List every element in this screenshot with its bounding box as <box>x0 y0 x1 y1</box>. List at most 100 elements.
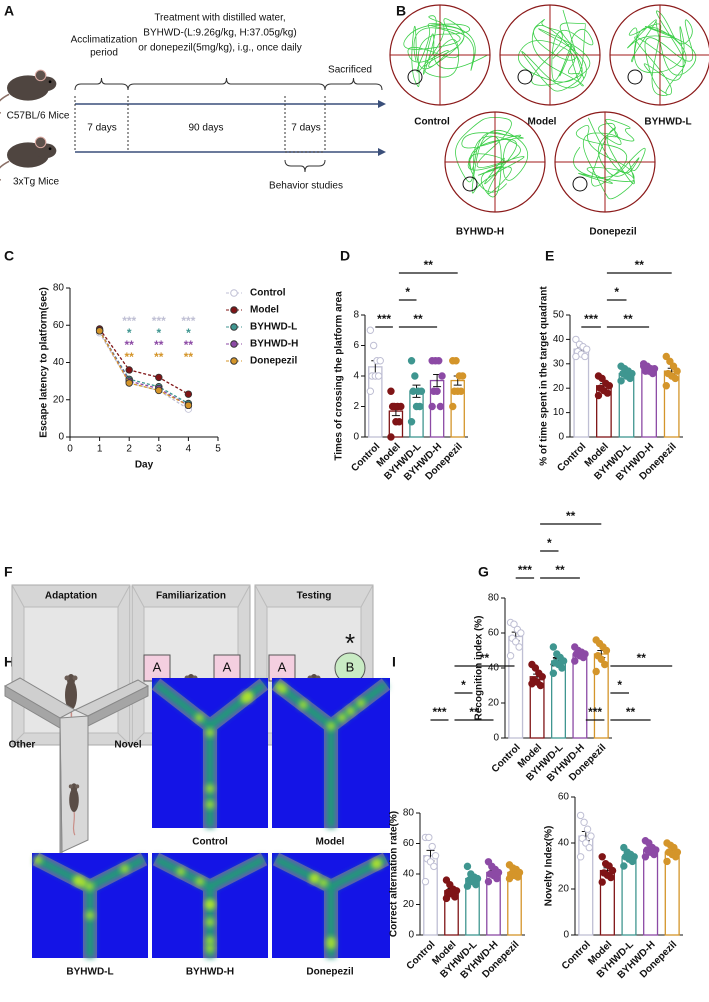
bar <box>508 635 524 739</box>
data-point <box>458 372 467 380</box>
data-point <box>666 357 674 366</box>
data-point <box>517 629 525 637</box>
data-point <box>505 874 514 883</box>
data-point <box>436 402 445 411</box>
series-line <box>99 330 189 406</box>
significance: * <box>547 536 552 550</box>
data-point <box>376 357 384 365</box>
group-label: Control <box>192 837 228 848</box>
data-point <box>602 646 611 655</box>
data-point <box>125 379 133 387</box>
brace <box>127 77 326 91</box>
y-tick-label: 8 <box>353 310 359 321</box>
data-point <box>583 825 592 833</box>
data-point <box>95 327 104 335</box>
group-label: BYHWD-H <box>186 967 234 978</box>
data-point <box>598 878 606 886</box>
y-axis-label: Escape latency to platform(sec) <box>39 287 50 438</box>
data-point <box>549 643 558 651</box>
y-tick-label: 6 <box>353 340 359 351</box>
strain-label: 3xTg Mice <box>13 177 60 188</box>
swim-path <box>573 117 646 200</box>
data-point <box>572 335 580 344</box>
arm-label: Novel <box>114 740 141 751</box>
heat-spot <box>86 911 94 920</box>
panel-label: E <box>545 248 554 264</box>
data-point <box>369 341 378 350</box>
pool <box>389 4 491 106</box>
legend-marker <box>230 357 238 365</box>
data-point <box>662 352 670 361</box>
y-tick-label: 0 <box>558 432 564 443</box>
data-point <box>435 357 443 365</box>
mouse-ear <box>34 69 47 82</box>
platform <box>462 176 478 192</box>
heat-spot <box>33 855 42 864</box>
legend-label: BYHWD-L <box>250 322 297 333</box>
y-tick-label: 30 <box>553 358 565 369</box>
significance: ** <box>480 651 490 665</box>
significance: *** <box>377 312 391 326</box>
data-point <box>366 326 375 334</box>
mouse-ear <box>72 675 78 681</box>
y-axis-label: % of time spent in the target quadrant <box>539 286 550 466</box>
data-point <box>649 369 657 378</box>
bar <box>572 653 588 739</box>
series-line <box>99 330 189 405</box>
group-label: Donepezil <box>306 967 353 978</box>
mouse-eye <box>48 147 52 151</box>
data-point <box>559 657 568 665</box>
significance: * <box>617 678 622 692</box>
heat-spot <box>176 867 185 876</box>
data-point <box>605 382 614 390</box>
data-point <box>598 853 606 861</box>
legend-label: Model <box>250 305 279 316</box>
y-tick-label: 0 <box>493 733 499 744</box>
data-point <box>669 362 678 370</box>
pool <box>499 4 601 106</box>
arrow-head <box>378 148 386 156</box>
data-point <box>442 894 451 903</box>
y-tick-label: 0 <box>408 930 414 941</box>
heat-spot <box>206 944 214 953</box>
y-tick-label: 60 <box>403 838 415 849</box>
significance: *** <box>432 705 446 719</box>
heat-spot <box>338 713 347 722</box>
y-tick-label: 60 <box>53 320 65 331</box>
significance: ** <box>566 509 576 523</box>
y-tick-label: 80 <box>488 593 500 604</box>
timeline-text: period <box>90 48 118 59</box>
platform <box>572 176 588 192</box>
heat-spot <box>327 936 335 945</box>
object-label: A <box>278 659 287 674</box>
significance: *** <box>584 312 598 326</box>
significance: ** <box>424 258 434 272</box>
data-point <box>607 873 615 882</box>
data-point <box>580 818 588 826</box>
heat-spot <box>371 860 380 869</box>
bar <box>641 368 657 438</box>
arena-edge <box>131 584 145 608</box>
data-point <box>617 377 625 385</box>
arena-edge <box>11 732 25 746</box>
data-point <box>576 853 585 861</box>
data-point <box>425 833 433 842</box>
significance: *** <box>181 314 195 328</box>
data-point <box>512 638 520 646</box>
heat-spot <box>327 722 335 731</box>
legend-label: BYHWD-H <box>250 339 298 350</box>
panel-label: I <box>392 654 396 670</box>
significance: *** <box>588 705 602 719</box>
swim-path <box>627 10 697 96</box>
y-tick-label: 50 <box>553 310 565 321</box>
significance: *** <box>152 314 166 328</box>
arrow-head <box>378 100 386 108</box>
heat-spot <box>311 874 320 883</box>
data-point <box>155 373 163 382</box>
y-tick-label: 4 <box>353 371 359 382</box>
data-point <box>409 387 417 395</box>
significance: *** <box>518 563 532 577</box>
y-tick-label: 80 <box>403 808 415 819</box>
x-tick-label: Control <box>560 939 593 972</box>
data-point <box>528 680 536 688</box>
